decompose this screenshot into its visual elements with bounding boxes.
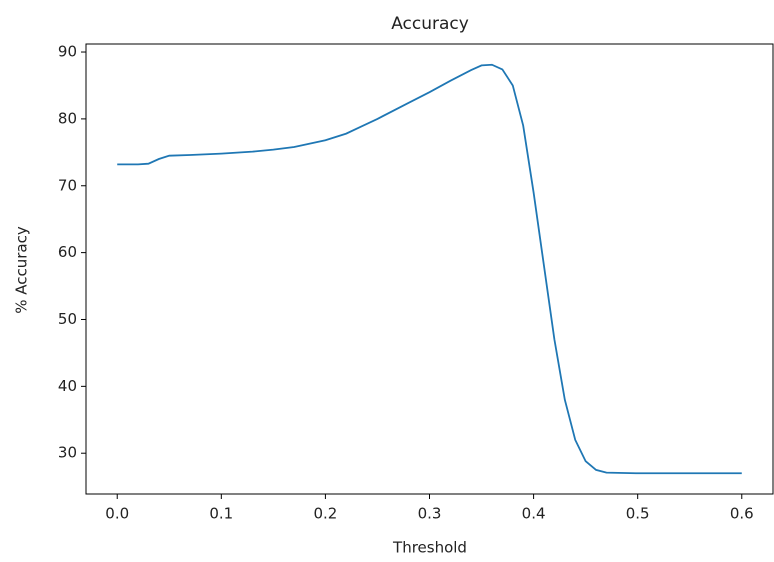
x-tick-label: 0.2 [313, 505, 337, 523]
x-tick-label: 0.3 [418, 505, 442, 523]
y-tick-label: 70 [58, 176, 77, 194]
y-tick-label: 90 [58, 43, 77, 61]
x-axis-label: Threshold [392, 539, 467, 557]
y-axis-label: % Accuracy [13, 226, 31, 314]
x-tick-label: 0.4 [522, 505, 546, 523]
x-tick-label: 0.0 [105, 505, 129, 523]
y-tick-label: 30 [58, 444, 77, 462]
y-tick-label: 80 [58, 109, 77, 127]
y-tick-label: 60 [58, 243, 77, 261]
x-tick-label: 0.6 [730, 505, 754, 523]
y-tick-label: 50 [58, 310, 77, 328]
x-tick-label: 0.1 [209, 505, 233, 523]
y-tick-label: 40 [58, 377, 77, 395]
chart-title: Accuracy [391, 14, 469, 34]
plot-frame [85, 43, 774, 495]
x-tick-label: 0.5 [626, 505, 650, 523]
data-line [117, 63, 742, 475]
